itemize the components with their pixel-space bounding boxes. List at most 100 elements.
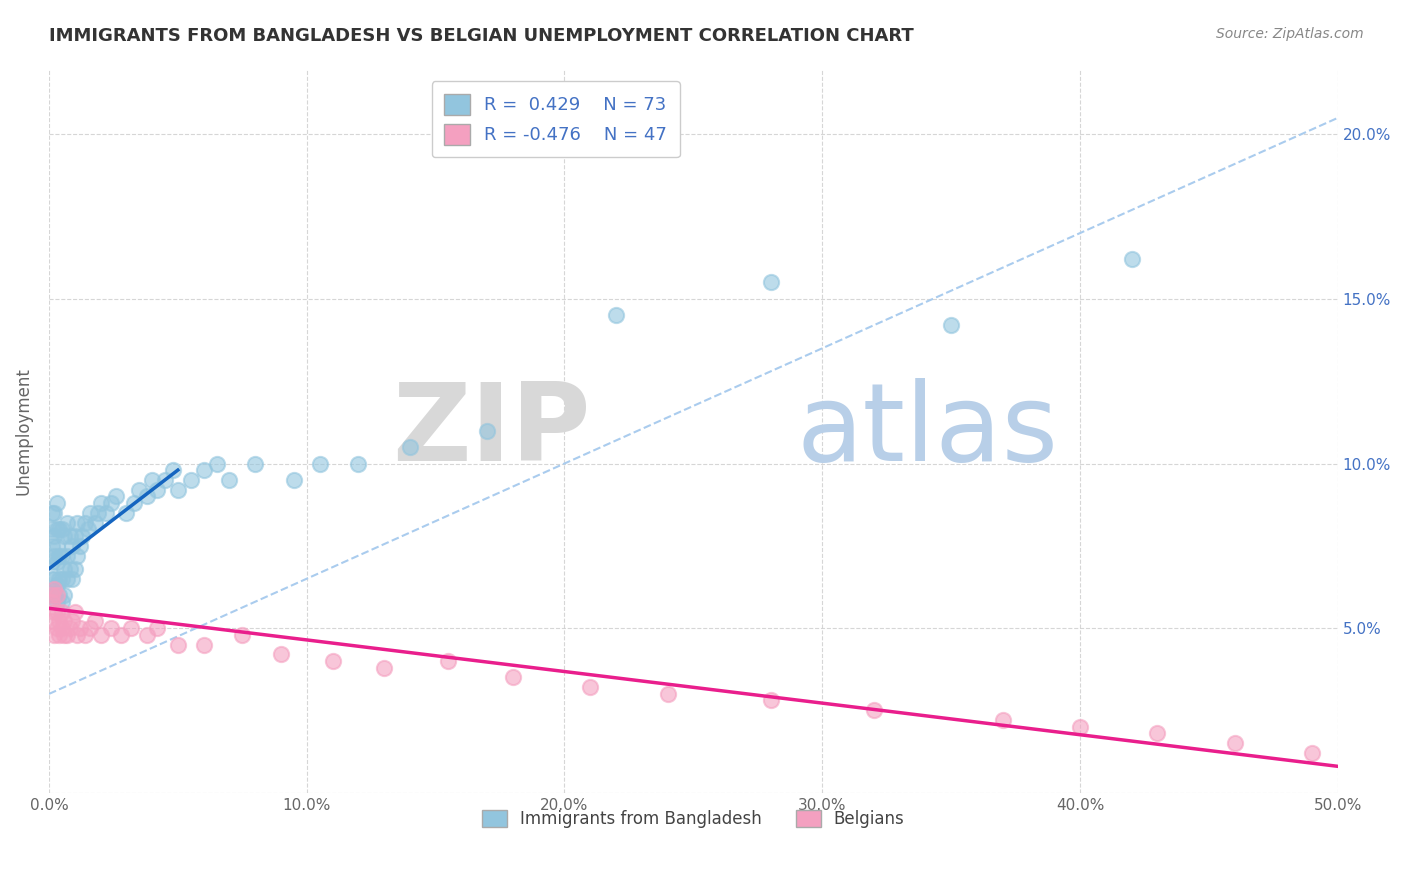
Point xyxy=(73,628,96,642)
Point xyxy=(58,529,80,543)
Point xyxy=(657,687,679,701)
Point xyxy=(373,660,395,674)
Point xyxy=(180,473,202,487)
Point xyxy=(41,572,63,586)
Point xyxy=(135,628,157,642)
Point xyxy=(42,582,65,596)
Point xyxy=(48,522,70,536)
Point xyxy=(475,424,498,438)
Point xyxy=(60,615,83,629)
Point xyxy=(100,621,122,635)
Point xyxy=(41,555,63,569)
Point xyxy=(84,615,107,629)
Point xyxy=(115,506,138,520)
Point xyxy=(48,572,70,586)
Point xyxy=(56,549,79,563)
Point xyxy=(79,506,101,520)
Point xyxy=(69,621,91,635)
Point xyxy=(42,529,65,543)
Point xyxy=(308,457,330,471)
Point xyxy=(79,621,101,635)
Point xyxy=(939,318,962,333)
Point xyxy=(193,638,215,652)
Point xyxy=(218,473,240,487)
Point xyxy=(53,562,76,576)
Point xyxy=(231,628,253,642)
Point xyxy=(104,490,127,504)
Point xyxy=(87,506,110,520)
Point xyxy=(146,483,169,497)
Point xyxy=(45,539,67,553)
Point xyxy=(122,496,145,510)
Point xyxy=(135,490,157,504)
Point xyxy=(141,473,163,487)
Point xyxy=(42,572,65,586)
Point xyxy=(193,463,215,477)
Point xyxy=(605,309,627,323)
Point xyxy=(45,588,67,602)
Point xyxy=(270,648,292,662)
Point xyxy=(166,483,188,497)
Point xyxy=(42,605,65,619)
Text: Source: ZipAtlas.com: Source: ZipAtlas.com xyxy=(1216,27,1364,41)
Point xyxy=(51,572,73,586)
Point xyxy=(56,572,79,586)
Point xyxy=(128,483,150,497)
Legend: Immigrants from Bangladesh, Belgians: Immigrants from Bangladesh, Belgians xyxy=(475,804,911,835)
Point xyxy=(45,578,67,592)
Point xyxy=(41,588,63,602)
Point xyxy=(45,555,67,569)
Point xyxy=(72,529,94,543)
Point xyxy=(166,638,188,652)
Point xyxy=(1146,726,1168,740)
Point xyxy=(89,496,111,510)
Point xyxy=(63,562,86,576)
Point xyxy=(73,516,96,530)
Point xyxy=(146,621,169,635)
Point xyxy=(53,529,76,543)
Point xyxy=(205,457,228,471)
Point xyxy=(502,670,524,684)
Point xyxy=(41,615,63,629)
Point xyxy=(398,440,420,454)
Point xyxy=(51,621,73,635)
Point xyxy=(41,595,63,609)
Point xyxy=(321,654,343,668)
Point xyxy=(48,549,70,563)
Point xyxy=(1121,252,1143,267)
Point xyxy=(58,621,80,635)
Point xyxy=(94,506,117,520)
Point xyxy=(58,562,80,576)
Point xyxy=(51,605,73,619)
Text: ZIP: ZIP xyxy=(392,377,591,483)
Point xyxy=(1069,720,1091,734)
Point xyxy=(120,621,142,635)
Point xyxy=(437,654,460,668)
Point xyxy=(60,572,83,586)
Point xyxy=(45,522,67,536)
Point xyxy=(84,516,107,530)
Y-axis label: Unemployment: Unemployment xyxy=(15,367,32,494)
Point xyxy=(42,506,65,520)
Point xyxy=(45,621,67,635)
Point xyxy=(69,539,91,553)
Point xyxy=(48,628,70,642)
Point xyxy=(153,473,176,487)
Point xyxy=(41,522,63,536)
Point xyxy=(51,549,73,563)
Point xyxy=(48,615,70,629)
Point xyxy=(100,496,122,510)
Point xyxy=(48,588,70,602)
Point xyxy=(759,693,782,707)
Point xyxy=(56,516,79,530)
Point xyxy=(63,529,86,543)
Point xyxy=(41,506,63,520)
Point xyxy=(53,588,76,602)
Point xyxy=(41,539,63,553)
Point xyxy=(53,615,76,629)
Point xyxy=(42,549,65,563)
Point xyxy=(53,628,76,642)
Point xyxy=(89,628,111,642)
Point xyxy=(42,588,65,602)
Point xyxy=(51,595,73,609)
